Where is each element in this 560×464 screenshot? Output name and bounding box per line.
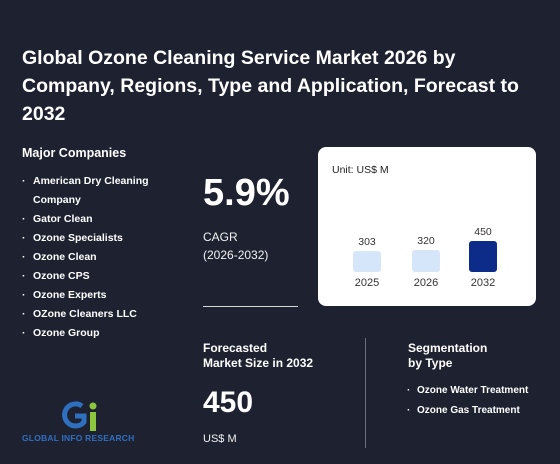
x-tick-2025: 2025: [355, 277, 379, 289]
cagr-label: CAGR (2026-2032): [203, 228, 268, 264]
companies-heading: Major Companies: [22, 146, 127, 160]
x-tick-2026: 2026: [414, 277, 438, 289]
forecast-value: 450: [203, 386, 254, 419]
x-tick-2032: 2032: [471, 277, 495, 289]
segmentation-list: Ozone Water Treatment Ozone Gas Treatmen…: [407, 381, 557, 421]
cagr-value: 5.9%: [203, 172, 290, 214]
companies-list: American Dry Cleaning Company Gator Clea…: [22, 172, 172, 343]
chart-card: Unit: US$ M 303 2025 320 2026 450 2032: [318, 147, 536, 306]
gi-logo-icon: [62, 401, 97, 431]
segmentation-heading-line2: by Type: [408, 356, 453, 370]
company-item: OZone Cleaners LLC: [22, 305, 172, 324]
forecast-heading-line1: Forecasted: [203, 341, 268, 355]
company-item: Ozone Specialists: [22, 229, 172, 248]
cagr-label-text: CAGR: [203, 230, 238, 244]
forecast-heading: Forecasted Market Size in 2032: [203, 341, 313, 371]
company-item: Ozone Group: [22, 324, 172, 343]
company-item: Ozone Clean: [22, 248, 172, 267]
logo-text: GLOBAL INFO RESEARCH: [22, 433, 135, 443]
bar-2026: [412, 249, 440, 272]
bar-chart: Unit: US$ M 303 2025 320 2026 450 2032: [332, 164, 497, 289]
divider-line: [203, 306, 298, 307]
forecast-unit: US$ M: [203, 433, 237, 445]
data-label-2025: 303: [358, 236, 376, 248]
segmentation-heading-line1: Segmentation: [408, 341, 488, 355]
company-item: American Dry Cleaning Company: [22, 172, 172, 210]
segmentation-heading: Segmentation by Type: [408, 341, 487, 371]
segment-item: Ozone Water Treatment: [407, 381, 557, 401]
company-item: Gator Clean: [22, 210, 172, 229]
data-label-2032: 450: [474, 226, 492, 238]
segment-item: Ozone Gas Treatment: [407, 401, 557, 421]
company-item: Ozone CPS: [22, 267, 172, 286]
forecast-heading-line2: Market Size in 2032: [203, 356, 314, 370]
page-title: Global Ozone Cleaning Service Market 202…: [22, 47, 519, 125]
company-logo: GLOBAL INFO RESEARCH: [22, 400, 147, 448]
cagr-period: (2026-2032): [203, 248, 269, 262]
data-label-2026: 320: [417, 235, 435, 247]
company-item: Ozone Experts: [22, 286, 172, 305]
chart-unit-label: Unit: US$ M: [332, 164, 389, 176]
vertical-divider: [365, 338, 366, 448]
bar-2032: [469, 241, 497, 272]
bar-2025: [353, 251, 381, 272]
